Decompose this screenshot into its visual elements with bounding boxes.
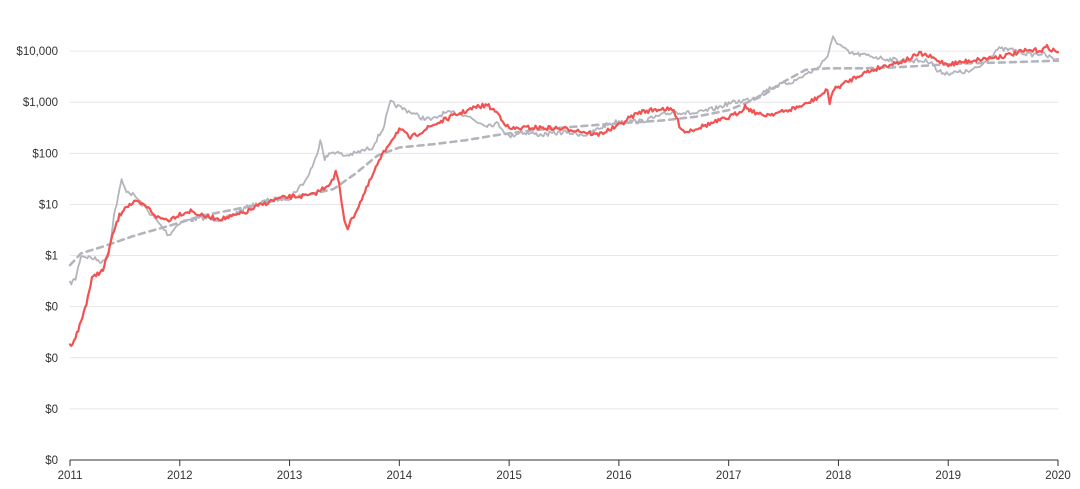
x-tick-label-1: 2012	[167, 470, 193, 482]
y-tick-label-1: $1,000	[23, 97, 58, 109]
x-tick-label-4: 2015	[496, 470, 522, 482]
x-tick-label-3: 2014	[387, 470, 413, 482]
y-tick-label-4: $1	[45, 251, 58, 263]
x-tick-label-7: 2018	[826, 470, 852, 482]
y-axis-tick-labels: $10,000 $1,000 $100 $10 $1 $0 $0 $0 $0	[16, 46, 58, 467]
y-tick-label-2: $100	[32, 148, 58, 160]
x-tick-label-8: 2019	[935, 470, 961, 482]
series-line-1	[69, 35, 1059, 286]
y-tick-label-3: $10	[39, 199, 58, 211]
x-tick-label-5: 2016	[606, 470, 632, 482]
y-tick-label-6: $0	[45, 353, 58, 365]
grid-lines	[70, 50, 1058, 410]
series-line-0	[68, 59, 1060, 267]
x-tick-label-6: 2017	[716, 470, 742, 482]
y-tick-label-0: $10,000	[16, 46, 58, 58]
y-tick-label-5: $0	[45, 302, 58, 314]
series-lines	[68, 35, 1060, 347]
x-axis: 2011 2012 2013 2014 2015 2016 2017 2018 2019 2020	[58, 459, 1071, 482]
series-line-2	[68, 43, 1060, 347]
x-tick-label-0: 2011	[58, 470, 83, 482]
x-tick-label-9: 2020	[1045, 470, 1071, 482]
x-tick-label-2: 2013	[277, 470, 303, 482]
y-tick-label-7: $0	[45, 404, 58, 416]
y-tick-label-base: $0	[45, 455, 58, 467]
